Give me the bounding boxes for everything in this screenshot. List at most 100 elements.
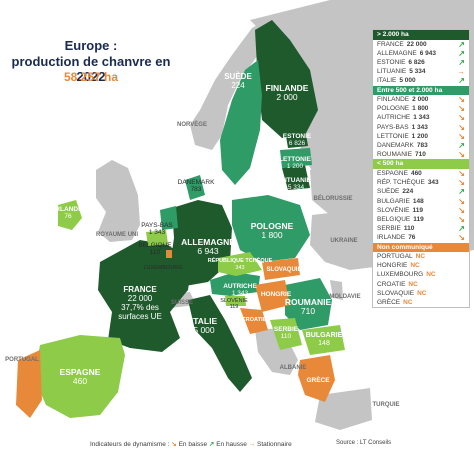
legend-country: LITUANIE [377,68,407,76]
legend-row: AUTRICHE 1 343 ↘ [373,113,469,122]
legend-country: PORTUGAL [377,253,413,261]
estonia-shape [285,128,308,148]
legend-value: NC [415,253,426,261]
legend-country: SLOVAQUIE [377,289,415,297]
footer-down-label: En baisse [178,441,208,448]
label-espagne: ESPAGNE 460 [59,367,101,386]
trend-down-icon: ↘ [458,150,465,160]
label-norvege: NORVÈGE [177,122,207,128]
trend-up-icon: ↗ [458,141,465,151]
label-danemark: DANEMARK 783 [177,179,215,193]
austria-shape [210,272,260,296]
legend-rows-below-500: ESPAGNE 460 ↘ RÉP. TCHÈQUE 343 ↘ SUÈDE 224 ↗ BULG… [373,169,469,243]
legend-value: 76 [408,234,416,242]
legend-country: LETTONIE [377,132,409,140]
trend-down-icon: ↘ [458,104,465,114]
legend-country: HONGRIE [377,262,408,270]
legend-value: 1 200 [411,132,428,140]
label-grece: GRÈCE [306,377,330,384]
legend-value: NC [426,271,436,279]
legend-value: 343 [427,179,439,187]
legend-row: CROATIE NC [373,280,469,289]
label-suede: SUÈDE 224 [224,72,252,90]
trend-down-icon: ↘ [458,233,465,243]
trend-down-icon: ↘ [458,131,465,141]
legend-rows-500-2000: FINLANDE 2 000 ↘ POLOGNE 1 800 ↘ AUTRICHE 1 343… [373,95,469,159]
legend-row: RÉP. TCHÈQUE 343 ↘ [373,178,469,187]
lithuania-shape [282,165,310,190]
denmark-shape [185,175,205,200]
legend-country: SLOVÉNIE [377,206,410,214]
source-credit: Source : LT Conseils [336,440,392,446]
ireland-shape [58,200,82,230]
legend-row: PAYS-BAS 1 343 ↘ [373,123,469,132]
legend-country: ESPAGNE [377,169,408,177]
label-italie: ITALIE 5 000 [190,316,218,335]
legend-rows-above-2000: FRANCE 22 000 ↗ ALLEMAGNE 6 943 ↗ ESTONIE 6 826… [373,40,469,86]
legend-rows-not-communicated: PORTUGAL NC HONGRIE NC LUXEMBOURG NC CROATIE NC… [373,252,469,307]
netherlands-shape [160,206,178,230]
poland-shape [232,195,310,262]
label-pays-bas: PAYS-BAS 1 343 [141,222,173,236]
legend-value: 119 [413,215,424,223]
trend-up-icon: ↗ [458,48,465,58]
legend-value: 148 [412,197,424,205]
legend-row: FINLANDE 2 000 ↘ [373,95,469,104]
greece-shape [298,355,335,402]
czech-republic-shape [218,252,262,276]
trend-down-icon: ↘ [458,113,465,123]
legend-country: PAYS-BAS [377,123,409,131]
legend-value: 2 000 [412,96,429,104]
bulgaria-shape [302,325,345,355]
label-belgique: BELGIQUE 110 [138,242,172,256]
label-serbie: SERBIE 110 [273,326,299,340]
legend-row: ROUMANIE 710 ↘ [373,150,469,159]
legend-row: POLOGNE 1 800 ↘ [373,104,469,113]
legend-row: BULGARIE 148 ↘ [373,197,469,206]
legend-value: 1 343 [413,114,430,122]
legend-country: CROATIE [377,280,406,288]
legend-country: AUTRICHE [377,114,411,122]
label-finlande: FINLANDE 2 000 [265,83,309,102]
legend-country: ROUMANIE [377,151,413,159]
label-slovaquie: SLOVAQUIE [266,267,302,273]
trend-down-icon: ↘ [458,95,465,105]
legend-row: ITALIE 5 000 ↗ [373,76,469,85]
map-title-line1: Europe : [64,38,118,53]
norway-shape [190,18,276,150]
spain-shape [34,335,125,418]
trend-up-icon: ↗ [458,224,465,234]
romania-shape [285,278,332,330]
legend-row: SLOVÉNIE 119 ↘ [373,206,469,215]
arrow-up-icon: ↗ [208,441,215,448]
portugal-shape [16,350,42,418]
legend-country: ESTONIE [377,58,406,66]
serbia-shape [270,318,302,350]
legend-value: NC [417,289,427,297]
germany-shape [170,200,232,286]
legend-row: FRANCE 22 000 ↗ [373,40,469,49]
legend-country: GRÈCE [377,299,401,307]
legend-row: PORTUGAL NC [373,252,469,261]
trend-down-icon: ↘ [458,196,465,206]
legend-row: SLOVAQUIE NC [373,289,469,298]
label-france: FRANCE 22 000 37,7% des surfaces UE [118,285,162,321]
legend-row: DANEMARK 783 ↗ [373,141,469,150]
legend-country: SERBIE [377,225,401,233]
legend-country: SUÈDE [377,188,400,196]
belarus-shape [310,165,360,215]
label-moldavie: MOLDAVIE [329,294,361,300]
trend-down-icon: ↘ [458,205,465,215]
legend-value: 710 [415,151,426,159]
legend-value: 22 000 [406,40,427,48]
footer-prefix: Indicateurs de dynamisme : [90,441,170,448]
legend-country: DANEMARK [377,142,414,150]
trend-up-icon: ↗ [458,39,465,49]
legend-row: ESTONIE 6 826 ↗ [373,58,469,67]
legend-country: BELGIQUE [377,215,411,223]
legend-row: IRLANDE 76 ↘ [373,233,469,242]
label-luxembourg: LUXEMBOURG [143,265,183,271]
label-republique-tcheque: RÉPUBLIQUE TCHÈQUE 343 [207,258,273,271]
arrow-down-icon: ↘ [171,441,177,448]
trend-down-icon: ↘ [458,178,465,188]
